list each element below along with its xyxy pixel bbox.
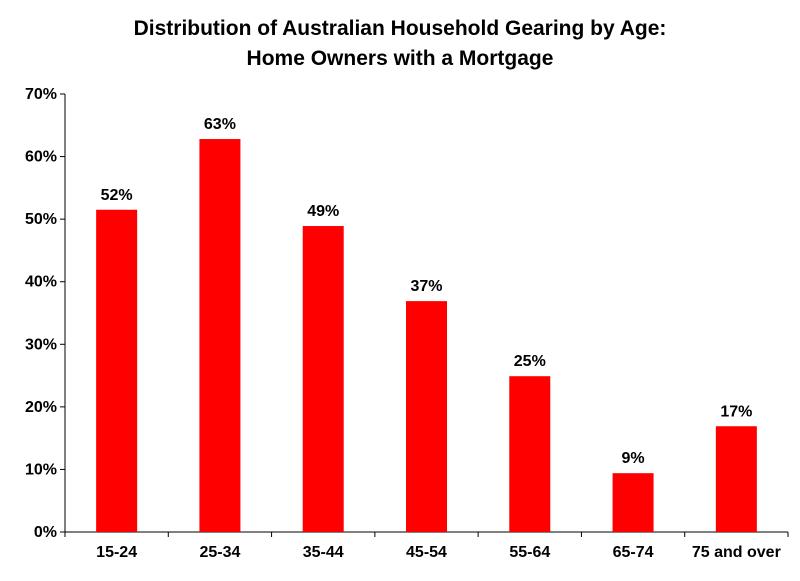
y-tick-label: 60%: [25, 149, 57, 166]
data-label: 52%: [101, 187, 133, 204]
x-tick-label: 75 and over: [692, 544, 781, 561]
x-tick-label: 55-64: [509, 544, 550, 561]
bar: [509, 376, 551, 532]
data-label: 49%: [307, 203, 339, 220]
data-label: 9%: [622, 450, 645, 467]
bar: [96, 209, 138, 532]
x-tick-label: 15-24: [96, 544, 137, 561]
chart-title-line2: Home Owners with a Mortgage: [246, 47, 554, 70]
x-tick-label: 45-54: [406, 544, 447, 561]
data-label: 17%: [720, 403, 752, 420]
y-tick-label: 30%: [25, 336, 57, 353]
y-tick-label: 10%: [25, 461, 57, 478]
y-tick-label: 70%: [25, 86, 57, 103]
bar: [302, 226, 344, 533]
y-tick-label: 50%: [25, 211, 57, 228]
bar: [715, 426, 757, 532]
y-tick-label: 40%: [25, 274, 57, 291]
y-tick-label: 0%: [34, 524, 57, 541]
chart-title: Distribution of Australian Household Gea…: [0, 14, 800, 74]
y-tick-label: 20%: [25, 399, 57, 416]
bar: [406, 301, 447, 532]
data-label: 37%: [410, 278, 442, 295]
bar: [612, 473, 654, 532]
x-tick-label: 35-44: [303, 544, 344, 561]
data-label: 63%: [204, 116, 236, 133]
bar: [199, 139, 241, 532]
data-label: 25%: [514, 353, 546, 370]
x-tick-label: 25-34: [199, 544, 240, 561]
x-tick-label: 65-74: [613, 544, 654, 561]
chart-title-line1: Distribution of Australian Household Gea…: [133, 17, 667, 40]
